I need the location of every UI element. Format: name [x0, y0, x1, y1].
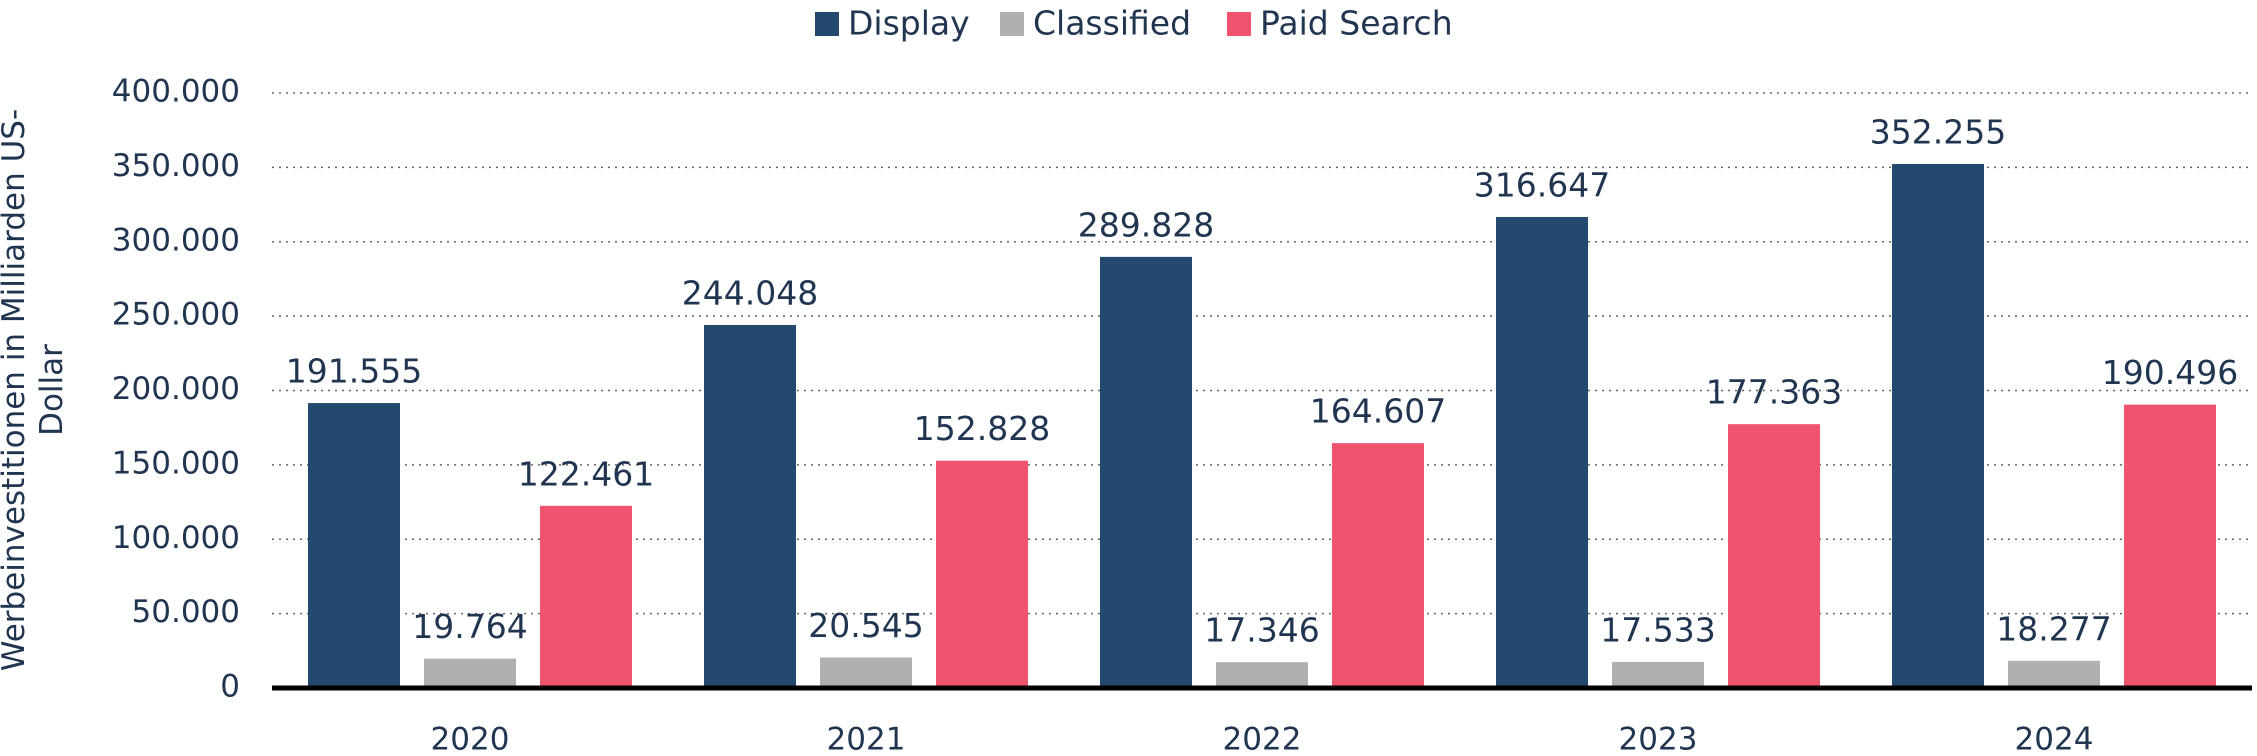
value-label: 122.461: [518, 454, 654, 493]
bar: [1496, 216, 1588, 688]
value-label: 164.607: [1310, 392, 1446, 431]
value-label: 191.555: [286, 352, 422, 391]
bar: [936, 460, 1028, 688]
y-tick-label: 200.000: [112, 371, 240, 407]
bar: [1216, 662, 1308, 688]
bar: [1892, 164, 1984, 688]
y-tick-label: 150.000: [112, 445, 240, 481]
bar: [2124, 404, 2216, 688]
value-label: 316.647: [1474, 165, 1610, 204]
y-tick-label: 300.000: [112, 222, 240, 258]
bar: [1332, 443, 1424, 688]
bar: [424, 658, 516, 688]
bar: [704, 324, 796, 688]
y-tick-label: 0: [220, 669, 240, 705]
y-tick-label: 250.000: [112, 297, 240, 333]
bar: [1728, 424, 1820, 688]
value-label: 17.346: [1204, 611, 1319, 650]
x-tick-label: 2023: [1619, 722, 1698, 756]
y-axis-title: Werbeinvestitionen in Milliarden US-Doll…: [0, 109, 70, 671]
value-label: 244.048: [682, 273, 818, 312]
bar: [820, 657, 912, 688]
y-tick-label: 350.000: [112, 148, 240, 184]
x-tick-label: 2022: [1223, 722, 1302, 756]
value-label: 177.363: [1706, 373, 1842, 412]
x-tick-label: 2020: [431, 722, 510, 756]
value-label: 190.496: [2102, 353, 2238, 392]
value-label: 18.277: [1996, 609, 2111, 648]
x-tick-label: 2021: [827, 722, 906, 756]
legend-swatch: [1227, 12, 1251, 36]
value-label: 152.828: [914, 409, 1050, 448]
value-label: 352.255: [1870, 113, 2006, 152]
bar: [1612, 661, 1704, 688]
value-label: 289.828: [1078, 205, 1214, 244]
y-tick-label: 100.000: [112, 520, 240, 556]
bar: [308, 403, 400, 688]
bar: [540, 505, 632, 688]
y-tick-label: 50.000: [132, 594, 240, 630]
legend-swatch: [815, 12, 839, 36]
legend-swatch: [1000, 12, 1024, 36]
value-label: 19.764: [412, 607, 527, 646]
bar: [2008, 660, 2100, 688]
legend-label: Display: [848, 4, 970, 43]
value-label: 20.545: [808, 606, 923, 645]
legend-label: Paid Search: [1260, 4, 1453, 43]
value-label: 17.533: [1600, 610, 1715, 649]
legend-label: Classified: [1033, 4, 1191, 43]
y-tick-label: 400.000: [112, 74, 240, 110]
bar: [1100, 256, 1192, 688]
x-tick-label: 2024: [2015, 722, 2094, 756]
